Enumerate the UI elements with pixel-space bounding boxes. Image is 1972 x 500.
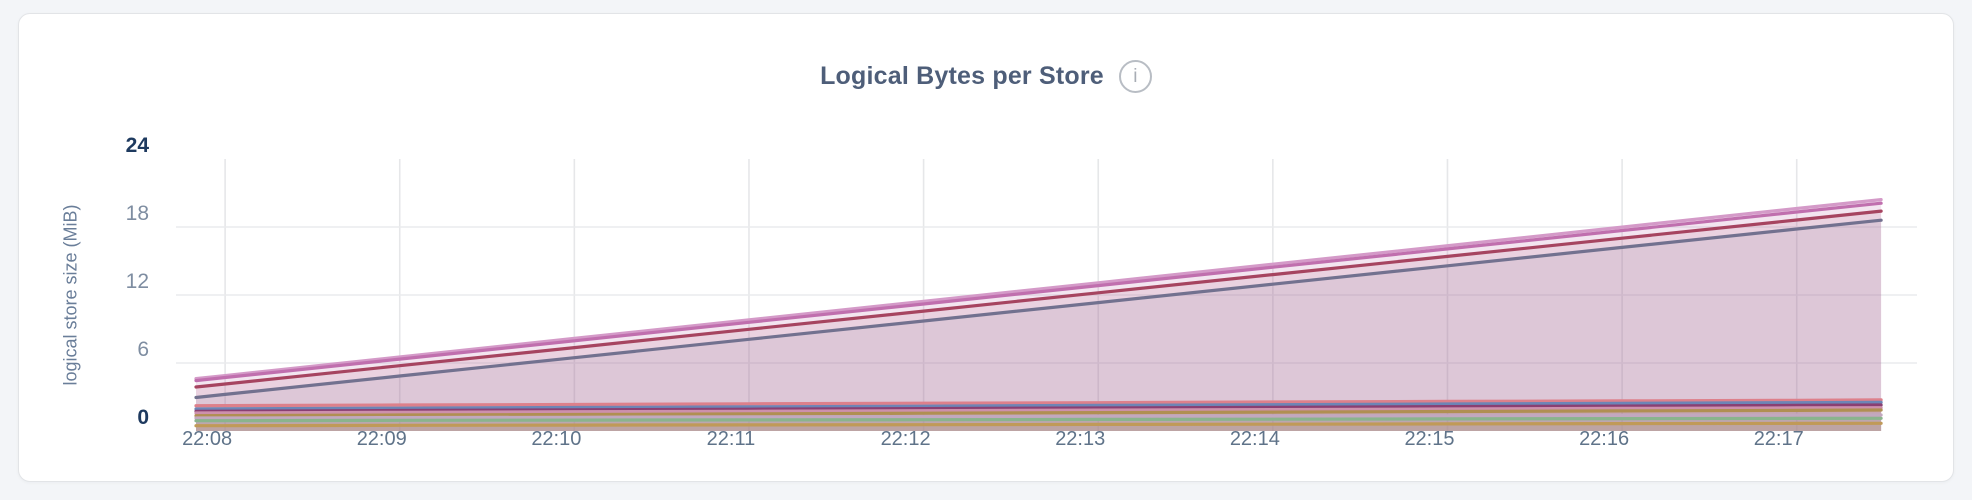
y-axis-tick-label: 12 [125, 270, 149, 293]
x-axis-tick-label: 22:08 [182, 428, 233, 450]
x-axis-tick-label: 22:14 [1229, 428, 1280, 450]
x-axis-tick-label: 22:11 [706, 428, 756, 450]
chart-card: Logical Bytes per Store i logical store … [18, 13, 1954, 482]
y-axis-tick-label: 0 [137, 406, 149, 429]
x-axis-tick-label: 22:16 [1579, 428, 1630, 450]
x-axis-tick-label: 22:10 [531, 428, 582, 450]
plot-hover-area[interactable] [176, 159, 1917, 431]
chart-title: Logical Bytes per Store [820, 62, 1104, 90]
y-axis-tick-label: 18 [125, 202, 149, 225]
y-axis-tick-label: 24 [125, 134, 149, 157]
info-icon[interactable]: i [1118, 60, 1152, 93]
x-axis-tick-label: 22:17 [1753, 428, 1804, 450]
chart-header: Logical Bytes per Store i [19, 60, 1953, 93]
x-axis-tick-label: 22:13 [1055, 428, 1106, 450]
x-axis-tick-label: 22:15 [1404, 428, 1455, 450]
x-axis-tick-label: 22:12 [880, 428, 931, 450]
x-axis-tick-label: 22:09 [356, 428, 407, 450]
y-axis-tick-label: 6 [137, 338, 149, 361]
